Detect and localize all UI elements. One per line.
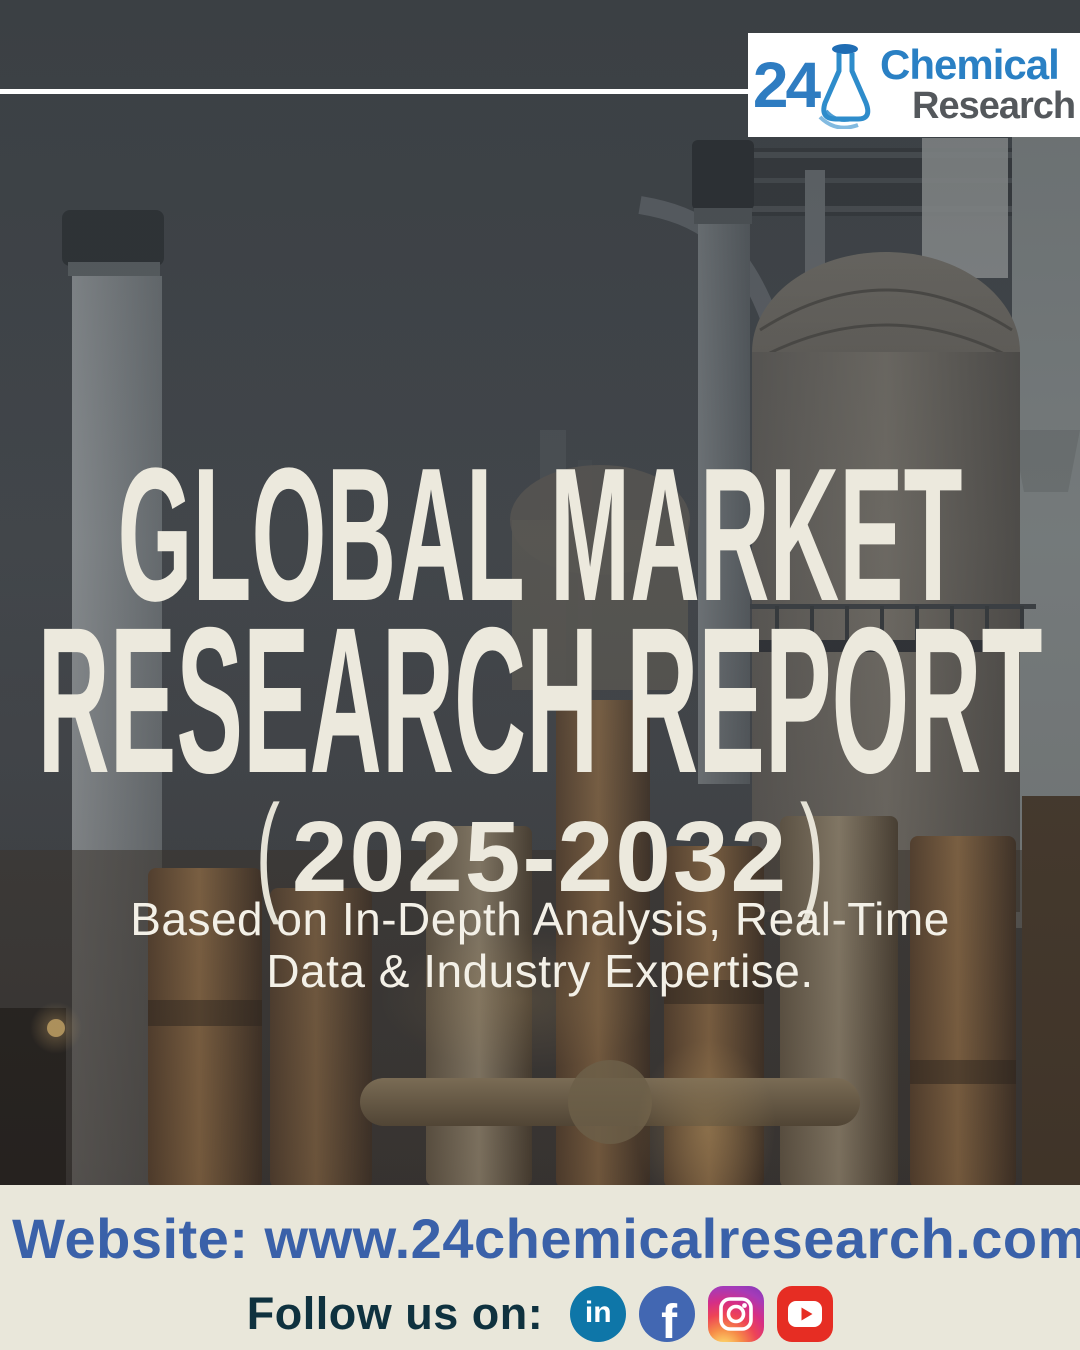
paren-close: ): [800, 778, 825, 925]
subtitle-line-1: Based on In-Depth Analysis, Real-Time: [130, 893, 950, 945]
logo-number: 24: [752, 49, 821, 121]
logo-brand-top: Chemical: [880, 41, 1060, 89]
logo-wordmark: Chemical Research: [880, 41, 1076, 128]
flask-icon: [818, 44, 871, 129]
website-link[interactable]: Website: www.24chemicalresearch.com: [12, 1206, 1080, 1270]
linkedin-icon[interactable]: in: [570, 1286, 627, 1342]
instagram-icon[interactable]: [708, 1286, 765, 1342]
footer: Website: www.24chemicalresearch.com Foll…: [0, 1185, 1080, 1350]
youtube-play-glyph: [788, 1301, 823, 1327]
instagram-camera-glyph: [719, 1297, 754, 1331]
report-period: ( 2025-2032 ): [0, 778, 1080, 933]
paren-open: (: [255, 778, 280, 925]
title-line-1: GLOBAL MARKET: [118, 440, 963, 641]
period-years: 2025-2032: [291, 801, 789, 913]
logo: 24 Chemical Research: [748, 33, 1080, 137]
follow-row: Follow us on: in f: [0, 1286, 1080, 1342]
linkedin-glyph: in: [584, 1296, 612, 1329]
hero-subtitle: Based on In-Depth Analysis, Real-Time Da…: [0, 893, 1080, 997]
header-rule: [0, 89, 750, 94]
website-row: Website: www.24chemicalresearch.com: [0, 1201, 1080, 1275]
logo-brand-bottom: Research: [912, 85, 1076, 128]
follow-label: Follow us on:: [246, 1288, 544, 1339]
youtube-icon[interactable]: [777, 1286, 834, 1342]
facebook-glyph: f: [661, 1296, 678, 1342]
title-line-2: RESEARCH REPORT: [38, 585, 1043, 780]
subtitle-line-2: Data & Industry Expertise.: [266, 945, 814, 997]
facebook-icon[interactable]: f: [639, 1286, 696, 1342]
hero-title: GLOBAL MARKET RESEARCH REPORT: [38, 440, 1043, 780]
